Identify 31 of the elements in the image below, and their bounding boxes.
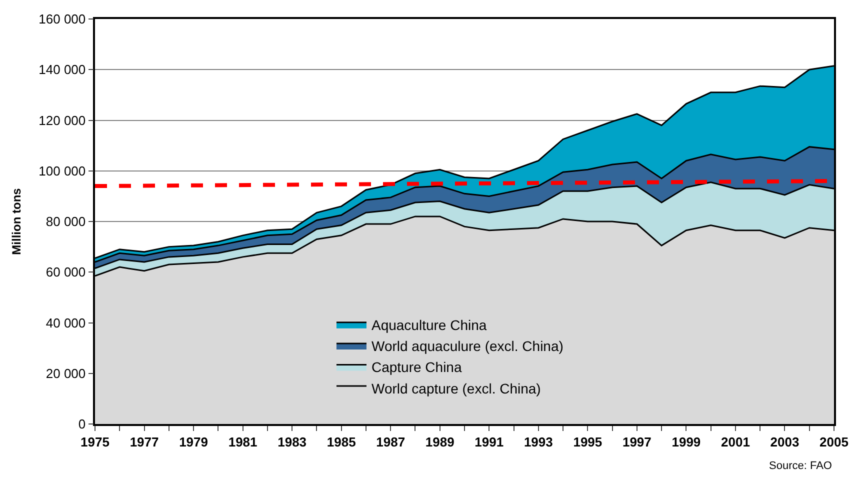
y-tick-label: 80 000 — [46, 214, 86, 230]
x-tick-label: 2001 — [721, 434, 750, 450]
x-tick-label: 2005 — [820, 434, 848, 450]
x-tick-label: 1979 — [179, 434, 208, 450]
legend-label: Capture China — [371, 359, 462, 376]
x-tick-label: 1975 — [80, 434, 110, 450]
y-tick-label: 60 000 — [46, 264, 86, 280]
x-tick-label: 1985 — [326, 434, 356, 450]
x-tick-label: 1989 — [425, 434, 454, 450]
x-tick-label: 1993 — [524, 434, 553, 450]
x-tick-label: 1995 — [573, 434, 602, 450]
y-tick-label: 0 — [78, 416, 86, 432]
x-tick-label: 1977 — [130, 434, 159, 450]
y-tick-label: 160 000 — [38, 12, 86, 27]
y-tick-label: 20 000 — [46, 366, 86, 381]
x-tick-label: 1999 — [672, 434, 701, 450]
legend-label: World aquaculure (excl. China) — [371, 338, 564, 354]
x-tick-label: 1981 — [228, 434, 258, 450]
x-tick-label: 1991 — [474, 434, 504, 450]
x-tick-label: 2003 — [770, 434, 800, 450]
x-tick-label: 1987 — [376, 434, 406, 450]
legend-label: World capture (excl. China) — [371, 380, 541, 396]
source-note: Source: FAO — [769, 460, 832, 472]
x-tick-label: 1983 — [278, 434, 307, 450]
y-axis-title: Million tons — [9, 188, 24, 255]
legend-label: Aquaculture China — [371, 316, 487, 333]
x-tick-label: 1997 — [622, 434, 652, 450]
y-tick-label: 100 000 — [38, 163, 86, 178]
y-tick-label: 120 000 — [38, 112, 86, 128]
y-tick-label: 40 000 — [46, 315, 86, 330]
y-tick-label: 140 000 — [38, 62, 86, 78]
